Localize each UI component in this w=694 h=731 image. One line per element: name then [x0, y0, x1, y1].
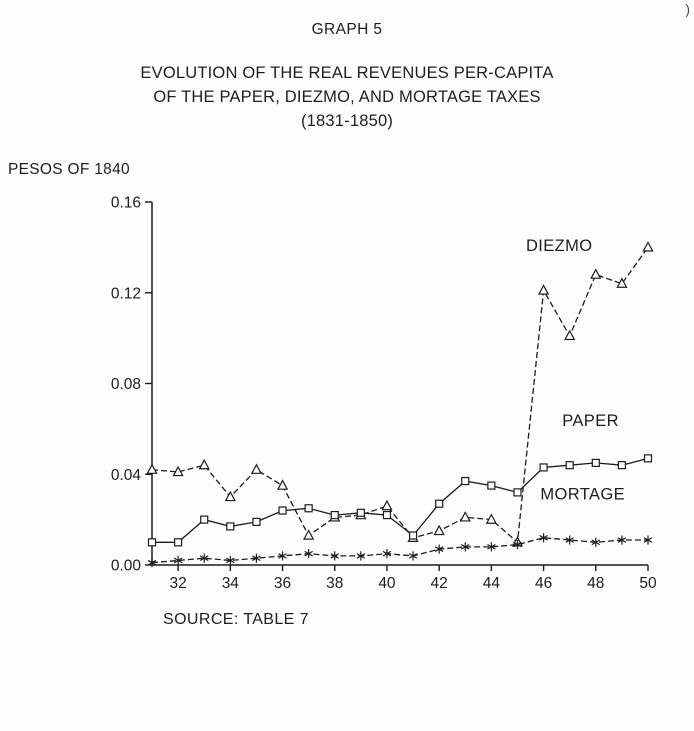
line-chart: 0.00 0.04 0.08 0.12 0.16 32 34 36 38 40 42 44 46 48 50…	[111, 195, 657, 593]
x-tick-label: 36	[274, 575, 291, 592]
x-tick-label: 34	[222, 575, 240, 592]
series-mortage	[147, 533, 653, 568]
x-tick-label: 32	[169, 575, 186, 592]
paper-series-line	[152, 457, 649, 543]
chart-title-line3: (1831-1850)	[300, 112, 394, 130]
chart-title-line1: EVOLUTION OF THE REAL REVENUES PER-CAPIT…	[140, 64, 554, 82]
scan-artifact: )	[685, 1, 690, 17]
x-tick-label: 40	[378, 575, 396, 592]
series-paper	[147, 454, 653, 547]
y-tick-label: 0.08	[111, 376, 141, 393]
x-tick-label: 46	[535, 575, 552, 592]
x-tick-label: 44	[483, 575, 501, 592]
chart-axes: 0.00 0.04 0.08 0.12 0.16 32 34 36 38 40 42 44 46 48 50	[111, 195, 657, 593]
chart-title: EVOLUTION OF THE REAL REVENUES PER-CAPIT…	[0, 61, 694, 133]
y-tick-label: 0.12	[111, 285, 141, 302]
x-tick-label: 38	[326, 575, 343, 592]
paper-series-label: PAPER	[562, 412, 619, 430]
diezmo-series-line	[151, 247, 649, 544]
x-tick-label: 42	[431, 575, 448, 592]
graph-number: GRAPH 5	[311, 21, 383, 38]
source-label: SOURCE: TABLE 7	[163, 611, 309, 628]
y-axis-unit-label: PESOS OF 1840	[8, 161, 130, 178]
y-tick-label: 0.16	[111, 195, 141, 212]
y-tick-label: 0.04	[111, 467, 142, 484]
chart-title-line2: OF THE PAPER, DIEZMO, AND MORTAGE TAXES	[153, 88, 541, 106]
x-tick-label: 50	[639, 575, 657, 592]
y-tick-label: 0.00	[111, 558, 142, 575]
diezmo-series-label: DIEZMO	[526, 237, 593, 255]
x-tick-label: 48	[587, 575, 604, 592]
mortage-series-line	[151, 537, 648, 564]
mortage-series-label: MORTAGE	[540, 486, 625, 504]
